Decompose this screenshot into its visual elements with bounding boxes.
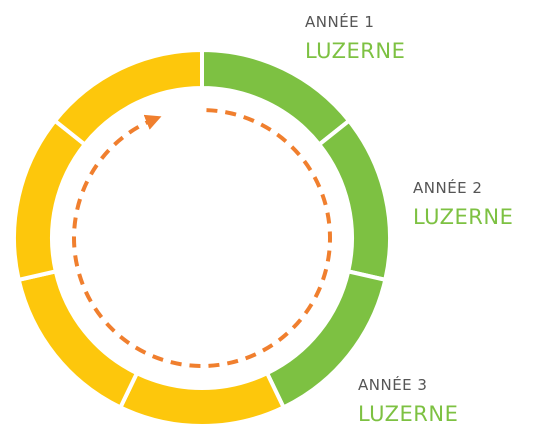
crop-label: LUZERNE (413, 205, 513, 229)
year-label: ANNÉE 1 (305, 12, 374, 31)
year-label: ANNÉE 3 (358, 375, 427, 394)
crop-label: LUZERNE (358, 402, 458, 426)
crop-label: LUZERNE (305, 39, 405, 63)
ring (12, 47, 392, 428)
ring-segment (52, 47, 204, 148)
cycle-arrow (72, 108, 332, 368)
ring-segment (16, 268, 140, 411)
ring-segment (117, 370, 287, 428)
ring-segment (200, 47, 352, 148)
year-label: ANNÉE 2 (413, 178, 482, 197)
